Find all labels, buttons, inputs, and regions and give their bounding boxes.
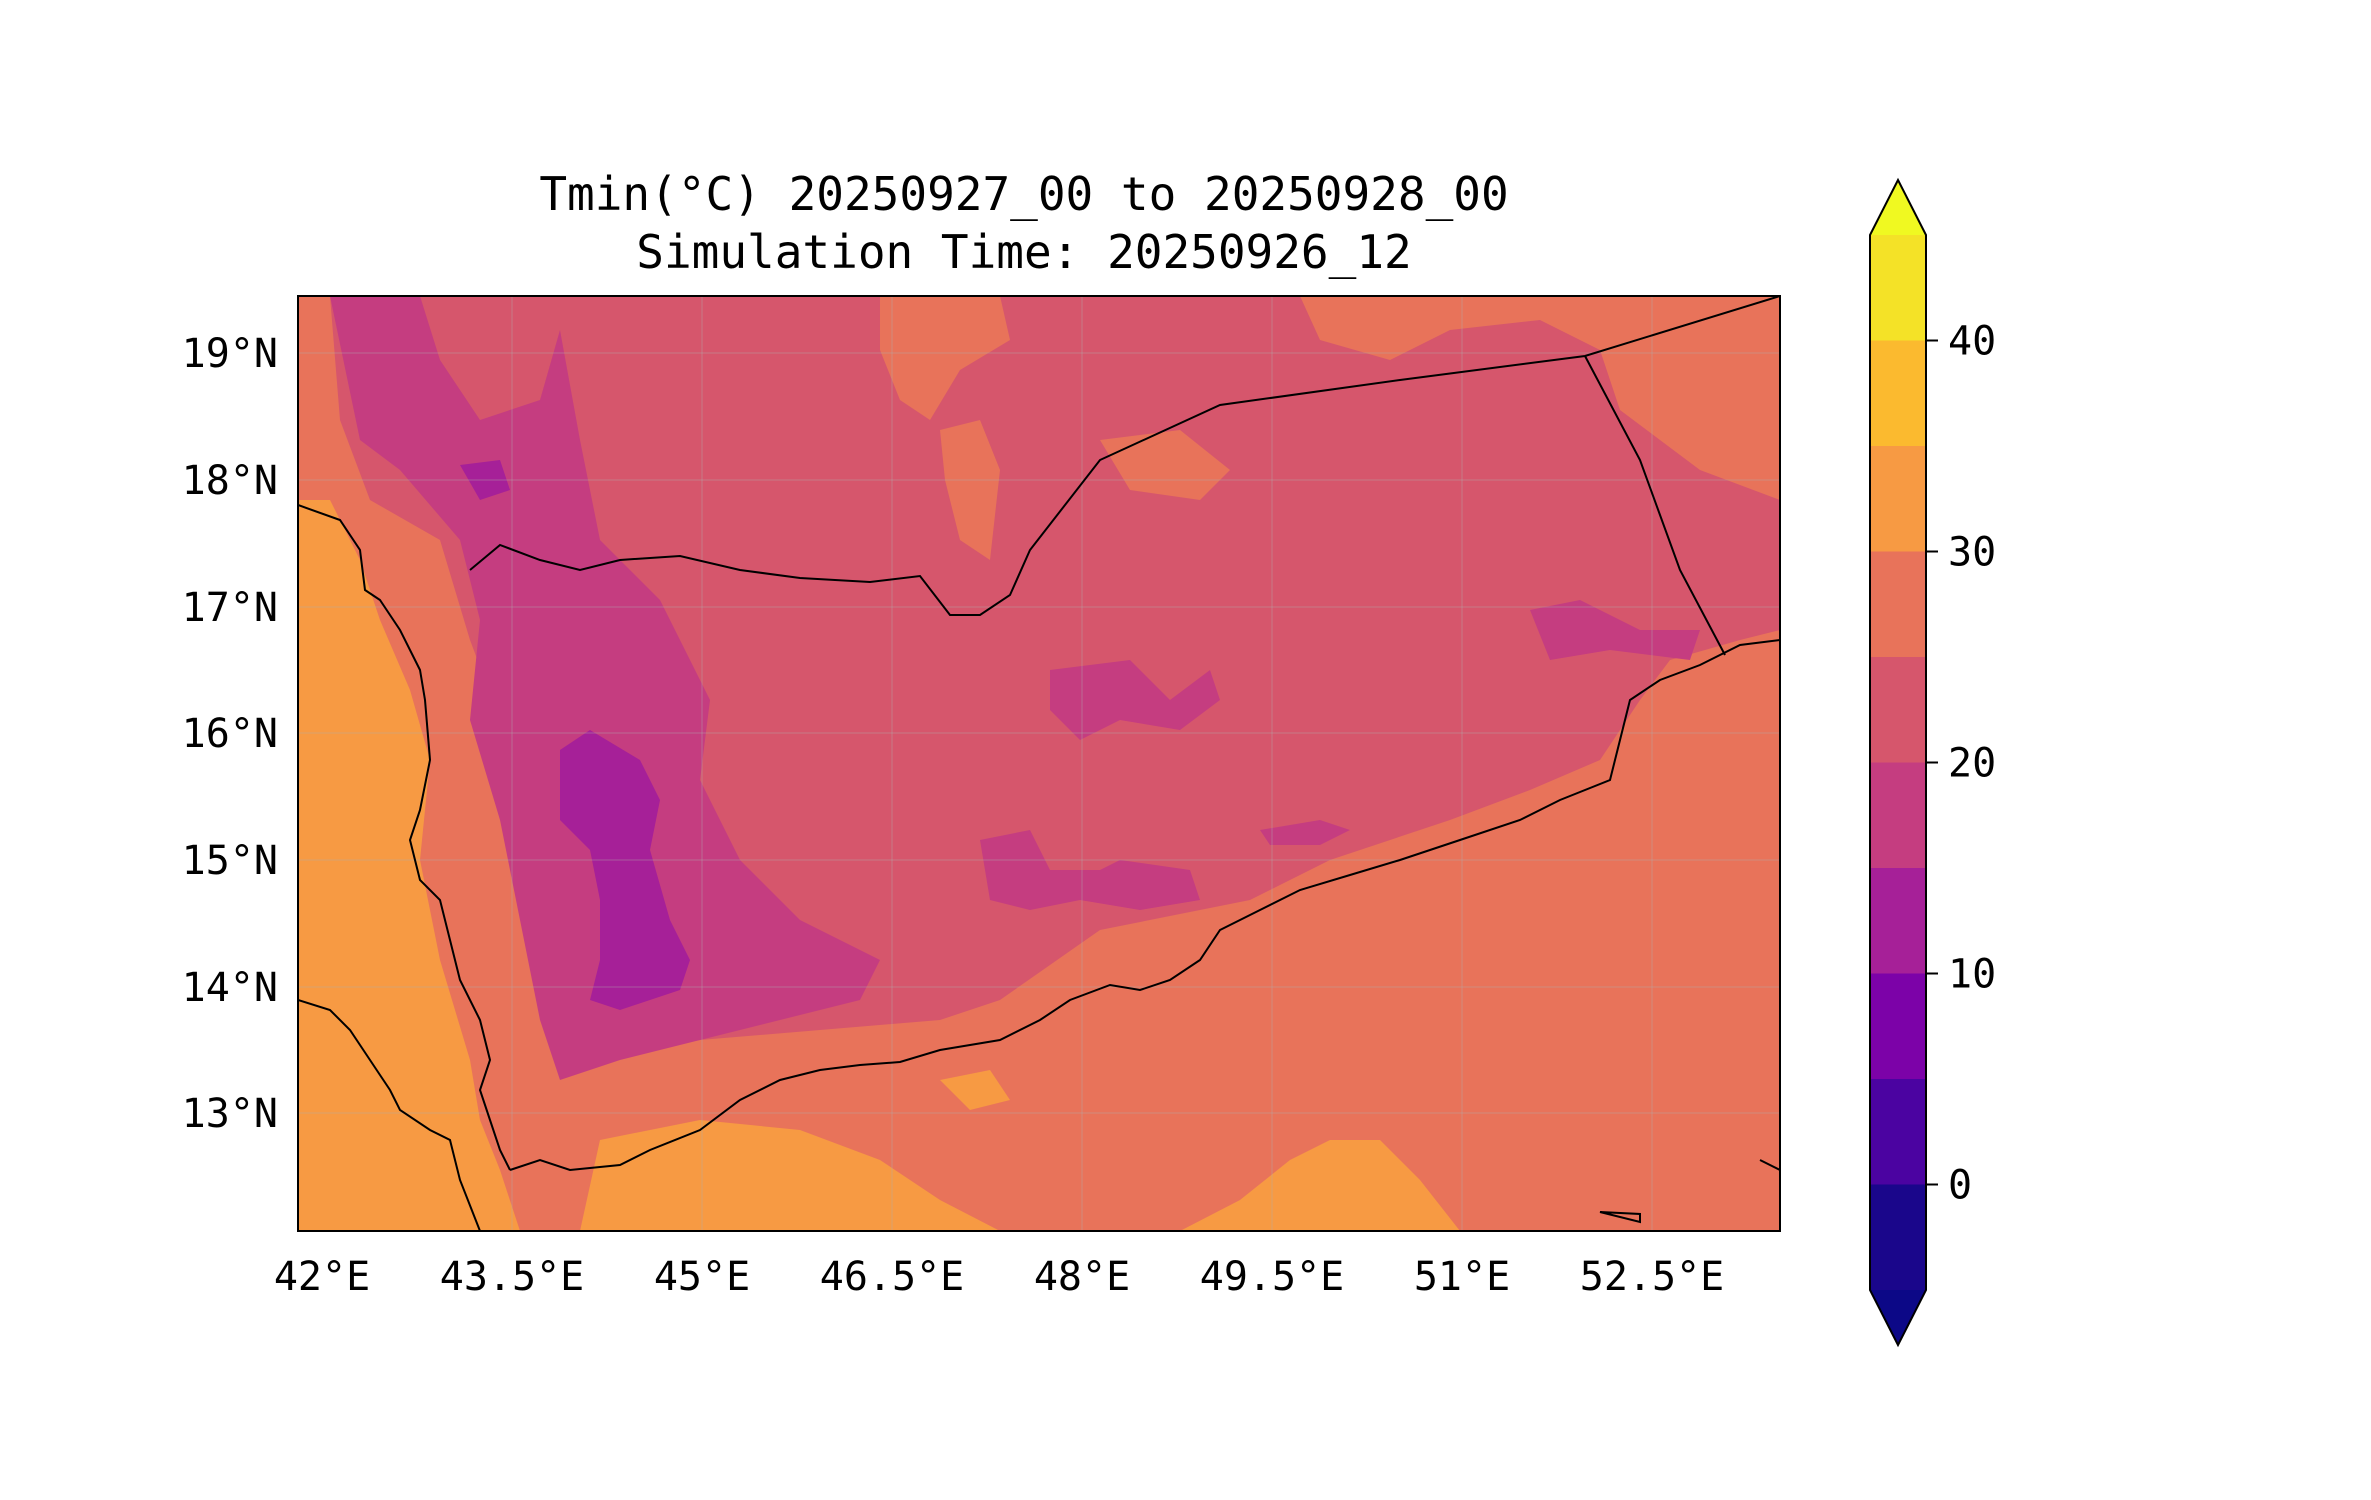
temperature-region-25-30-east [1100, 430, 1230, 500]
colorbar-segment [1870, 551, 1926, 657]
temperature-region-15-20-east [1530, 600, 1700, 660]
temperature-region-25-30-south [298, 296, 1780, 1231]
temperature-region-25-30-ridge [940, 420, 1000, 560]
colorbar-tick-label: 20 [1948, 741, 1996, 787]
y-tick-label: 17°N [182, 585, 278, 631]
colorbar-tick-label: 10 [1948, 952, 1996, 998]
y-tick-label: 18°N [182, 458, 278, 504]
x-tick-label: 42°E [274, 1254, 370, 1300]
y-tick-label: 14°N [182, 965, 278, 1011]
y-tick-label: 13°N [182, 1091, 278, 1137]
border-yemen-oman [1584, 355, 1726, 656]
temperature-region-15-20-small [1260, 820, 1350, 845]
temperature-region-30-35-gulf [1180, 1140, 1460, 1231]
gridlines [298, 296, 1780, 1231]
coastlines-borders [298, 296, 1780, 1231]
colorbar-tick-label: 30 [1948, 530, 1996, 576]
colorbar-segment [1870, 973, 1926, 1079]
colorbar-segment [1870, 1184, 1926, 1290]
colorbar-segment [1870, 657, 1926, 763]
y-tick-label: 19°N [182, 331, 278, 377]
colorbar: 0 10 20 30 40 [1869, 177, 1996, 1348]
colorbar-tick-label: 40 [1948, 319, 1996, 365]
temperature-region-30-35-patch [940, 1070, 1010, 1110]
colorbar-segment [1870, 1079, 1926, 1185]
x-tick-label: 45°E [654, 1254, 750, 1300]
colorbar-under-arrow [1870, 1290, 1926, 1345]
colorbar-segment [1870, 446, 1926, 552]
island-socotra [1599, 1211, 1641, 1224]
x-tick-label: 49.5°E [1200, 1254, 1345, 1300]
coastline-africa [298, 999, 481, 1231]
y-tick-label: 15°N [182, 838, 278, 884]
temperature-region-10-15-core [560, 730, 690, 1010]
colorbar-segment [1870, 235, 1926, 341]
temperature-region-15-20-highlands [330, 296, 880, 1080]
x-tick-label: 46.5°E [820, 1254, 965, 1300]
chart-subtitle: Simulation Time: 20250926_12 [636, 225, 1411, 279]
y-axis: 13°N 14°N 15°N 16°N 17°N 18°N 19°N [182, 331, 278, 1137]
y-tick-label: 16°N [182, 711, 278, 757]
x-tick-label: 51°E [1414, 1254, 1510, 1300]
x-tick-label: 48°E [1034, 1254, 1130, 1300]
temperature-region-30-35-west [298, 500, 520, 1231]
colorbar-segment [1870, 868, 1926, 974]
temperature-region-15-20-central [1050, 660, 1220, 740]
coastline-somalia [1759, 1159, 1780, 1171]
chart-title: Tmin(°C) 20250927_00 to 20250928_00 [539, 167, 1508, 221]
map-panel [298, 296, 1780, 1231]
x-axis: 42°E 43.5°E 45°E 46.5°E 48°E 49.5°E 51°E… [274, 1254, 1724, 1300]
temperature-region-30-35-coast-south [580, 1120, 1000, 1231]
x-tick-label: 52.5°E [1580, 1254, 1725, 1300]
colorbar-segment [1870, 340, 1926, 446]
colorbar-over-arrow [1870, 180, 1926, 235]
coastline-yemen-south [509, 639, 1780, 1172]
border-yemen-saudi [469, 296, 1780, 616]
temperature-region-25-30-northeast [1070, 296, 1780, 500]
colorbar-segment [1870, 762, 1926, 868]
colorbar-tick-label: 0 [1948, 1163, 1972, 1209]
colorbar-outline [1869, 177, 1927, 1348]
temperature-region-15-20-plateau [980, 830, 1200, 910]
x-tick-label: 43.5°E [440, 1254, 585, 1300]
temperature-region-10-15-north [460, 460, 510, 500]
coastline-red-sea-west [298, 504, 511, 1171]
temperature-region-25-30-north [880, 296, 1010, 420]
map-frame [297, 295, 1781, 1232]
